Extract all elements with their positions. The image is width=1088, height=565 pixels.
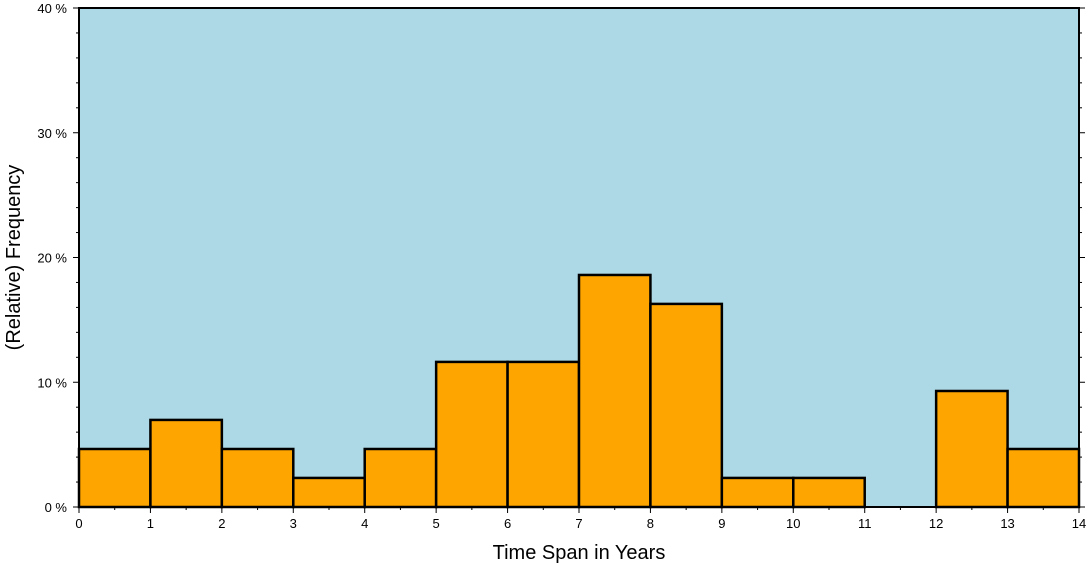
y-tick-label: 30 % <box>37 126 67 141</box>
x-tick-label: 4 <box>361 516 368 531</box>
y-tick-label: 10 % <box>37 375 67 390</box>
histogram-bar-12-13 <box>934 389 1009 509</box>
x-tick-label: 13 <box>1000 516 1014 531</box>
histogram-bar-3-4 <box>292 476 366 509</box>
histogram-bar-4-5 <box>363 447 438 509</box>
x-tick-label: 0 <box>75 516 82 531</box>
y-axis-title: (Relative) Frequency <box>3 165 25 351</box>
y-axis-ticks <box>73 7 1085 508</box>
x-tick-label: 2 <box>218 516 225 531</box>
x-tick-label: 6 <box>504 516 511 531</box>
x-tick-label: 1 <box>147 516 154 531</box>
histogram-bar-13-14 <box>1006 447 1081 509</box>
x-tick-label: 9 <box>718 516 725 531</box>
histogram-bar-10-11 <box>792 476 866 509</box>
x-tick-label: 10 <box>786 516 800 531</box>
x-tick-label: 3 <box>290 516 297 531</box>
x-axis-ticks <box>78 507 1080 513</box>
y-tick-label: 0 % <box>45 500 68 515</box>
histogram-bar-8-9 <box>649 302 724 509</box>
histogram-bar-7-8 <box>577 273 652 509</box>
x-axis-tick-labels: 0 1 2 3 4 5 6 7 8 9 10 11 12 13 14 <box>75 516 1086 531</box>
y-tick-label: 40 % <box>37 1 67 16</box>
histogram-bar-5-6 <box>434 360 509 509</box>
y-tick-label: 20 % <box>37 251 67 266</box>
histogram-bar-2-3 <box>220 447 295 509</box>
x-tick-label: 11 <box>858 516 872 531</box>
x-tick-label: 12 <box>929 516 943 531</box>
x-axis-title: Time Span in Years <box>493 542 666 564</box>
x-tick-label: 14 <box>1072 516 1086 531</box>
histogram-bar-6-7 <box>506 360 581 509</box>
histogram-bar-9-10 <box>720 476 795 509</box>
y-axis-tick-labels: 0 % 10 % 20 % 30 % 40 % <box>37 1 67 515</box>
bars-group <box>77 273 1081 509</box>
histogram-bar-1-2 <box>149 418 224 509</box>
x-tick-label: 5 <box>433 516 440 531</box>
histogram-bar-0-1 <box>77 447 152 509</box>
x-tick-label: 7 <box>575 516 582 531</box>
x-tick-label: 8 <box>647 516 654 531</box>
